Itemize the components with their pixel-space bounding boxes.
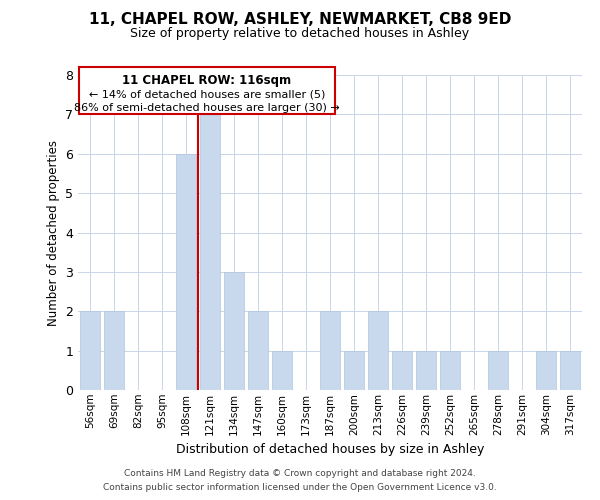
Bar bbox=[560, 350, 580, 390]
Text: Contains public sector information licensed under the Open Government Licence v3: Contains public sector information licen… bbox=[103, 484, 497, 492]
Bar bbox=[104, 311, 124, 390]
Bar bbox=[416, 350, 436, 390]
Y-axis label: Number of detached properties: Number of detached properties bbox=[47, 140, 59, 326]
Bar bbox=[344, 350, 364, 390]
Bar bbox=[176, 154, 196, 390]
Bar bbox=[248, 311, 268, 390]
Bar bbox=[272, 350, 292, 390]
Bar bbox=[224, 272, 244, 390]
Text: Size of property relative to detached houses in Ashley: Size of property relative to detached ho… bbox=[130, 28, 470, 40]
Bar bbox=[488, 350, 508, 390]
Bar bbox=[80, 311, 100, 390]
Bar bbox=[320, 311, 340, 390]
Text: ← 14% of detached houses are smaller (5): ← 14% of detached houses are smaller (5) bbox=[89, 90, 325, 100]
Bar bbox=[200, 114, 220, 390]
X-axis label: Distribution of detached houses by size in Ashley: Distribution of detached houses by size … bbox=[176, 443, 484, 456]
FancyBboxPatch shape bbox=[79, 67, 335, 114]
Bar bbox=[392, 350, 412, 390]
Text: 11, CHAPEL ROW, ASHLEY, NEWMARKET, CB8 9ED: 11, CHAPEL ROW, ASHLEY, NEWMARKET, CB8 9… bbox=[89, 12, 511, 28]
Bar bbox=[368, 311, 388, 390]
Text: Contains HM Land Registry data © Crown copyright and database right 2024.: Contains HM Land Registry data © Crown c… bbox=[124, 468, 476, 477]
Bar bbox=[536, 350, 556, 390]
Text: 86% of semi-detached houses are larger (30) →: 86% of semi-detached houses are larger (… bbox=[74, 104, 340, 114]
Text: 11 CHAPEL ROW: 116sqm: 11 CHAPEL ROW: 116sqm bbox=[122, 74, 292, 88]
Bar bbox=[440, 350, 460, 390]
